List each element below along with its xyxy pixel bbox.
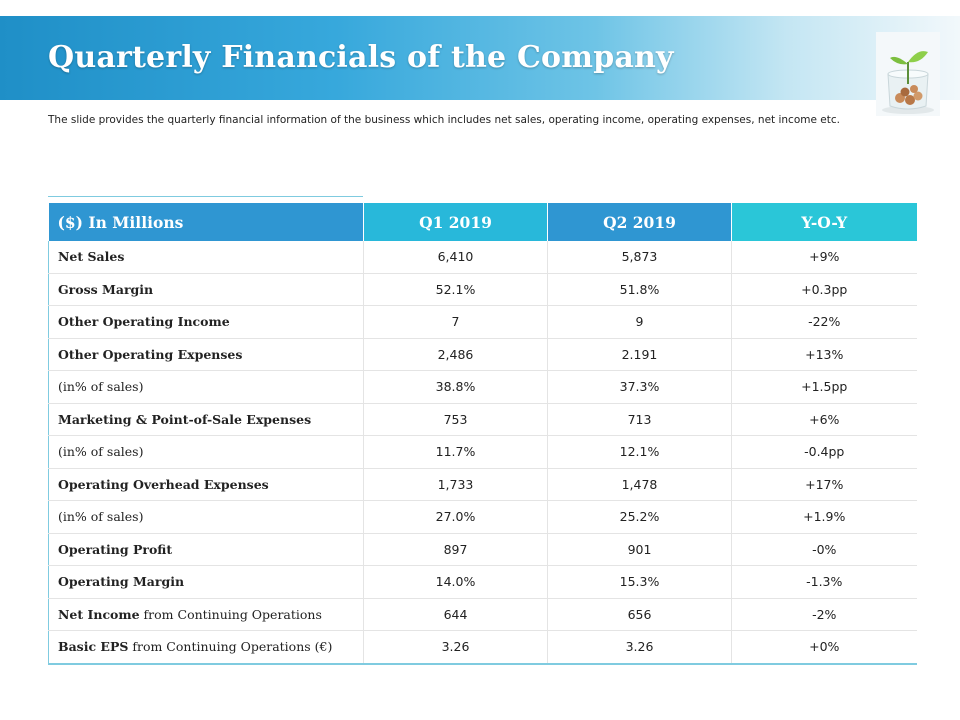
header-yoy: Y-O-Y (732, 203, 917, 241)
row-label-rest: from Continuing Operations (140, 607, 322, 622)
row-label: (in% of sales) (49, 436, 364, 469)
cell-yoy: +1.9% (732, 501, 917, 534)
cell-q1: 897 (364, 533, 548, 566)
cell-q2: 37.3% (548, 371, 732, 404)
row-label: Operating Margin (49, 566, 364, 599)
financials-table: ($) In Millions Q1 2019 Q2 2019 Y-O-Y Ne… (48, 203, 917, 665)
cell-yoy: -2% (732, 598, 917, 631)
table-row: Gross Margin 52.1% 51.8% +0.3pp (49, 273, 917, 306)
table-row: Net Income from Continuing Operations 64… (49, 598, 917, 631)
table-row: (in% of sales) 11.7% 12.1% -0.4pp (49, 436, 917, 469)
cell-q2: 9 (548, 306, 732, 339)
cell-yoy: -0% (732, 533, 917, 566)
cell-yoy: +6% (732, 403, 917, 436)
cell-q1: 1,733 (364, 468, 548, 501)
cell-yoy: -22% (732, 306, 917, 339)
cell-q2: 5,873 (548, 241, 732, 273)
cell-q2: 901 (548, 533, 732, 566)
row-label-bold: Basic EPS (58, 639, 128, 654)
table-row: Operating Margin 14.0% 15.3% -1.3% (49, 566, 917, 599)
row-label: Operating Overhead Expenses (49, 468, 364, 501)
row-label: Marketing & Point-of-Sale Expenses (49, 403, 364, 436)
cell-yoy: +17% (732, 468, 917, 501)
table-row: Net Sales 6,410 5,873 +9% (49, 241, 917, 273)
cell-yoy: +0% (732, 631, 917, 664)
row-label-rest: from Continuing Operations (€) (128, 639, 332, 654)
cell-q2: 656 (548, 598, 732, 631)
table-row: Marketing & Point-of-Sale Expenses 753 7… (49, 403, 917, 436)
row-label: Other Operating Expenses (49, 338, 364, 371)
title-banner: Quarterly Financials of the Company (0, 16, 960, 100)
table-row: Basic EPS from Continuing Operations (€)… (49, 631, 917, 664)
cell-q1: 2,486 (364, 338, 548, 371)
cell-q2: 2.191 (548, 338, 732, 371)
cell-q1: 753 (364, 403, 548, 436)
cell-yoy: -1.3% (732, 566, 917, 599)
cell-q1: 27.0% (364, 501, 548, 534)
row-label-bold: Net Income (58, 607, 140, 622)
table-header-row: ($) In Millions Q1 2019 Q2 2019 Y-O-Y (49, 203, 917, 241)
row-label: Operating Profit (49, 533, 364, 566)
cell-q1: 7 (364, 306, 548, 339)
cell-q1: 14.0% (364, 566, 548, 599)
page-title: Quarterly Financials of the Company (48, 40, 674, 75)
cell-q2: 51.8% (548, 273, 732, 306)
cell-q1: 38.8% (364, 371, 548, 404)
row-label: Basic EPS from Continuing Operations (€) (49, 631, 364, 664)
row-label: Other Operating Income (49, 306, 364, 339)
plant-jar-icon (876, 32, 940, 116)
row-label: Gross Margin (49, 273, 364, 306)
header-q1-2019: Q1 2019 (364, 203, 548, 241)
cell-q2: 3.26 (548, 631, 732, 664)
header-q2-2019: Q2 2019 (548, 203, 732, 241)
cell-q2: 15.3% (548, 566, 732, 599)
slide-description: The slide provides the quarterly financi… (48, 114, 928, 126)
table-row: Operating Overhead Expenses 1,733 1,478 … (49, 468, 917, 501)
cell-q2: 1,478 (548, 468, 732, 501)
cell-yoy: +0.3pp (732, 273, 917, 306)
cell-q1: 644 (364, 598, 548, 631)
cell-q2: 713 (548, 403, 732, 436)
row-label: Net Sales (49, 241, 364, 273)
table-row: Operating Profit 897 901 -0% (49, 533, 917, 566)
cell-q1: 6,410 (364, 241, 548, 273)
cell-yoy: +13% (732, 338, 917, 371)
cell-q2: 25.2% (548, 501, 732, 534)
table-row: (in% of sales) 38.8% 37.3% +1.5pp (49, 371, 917, 404)
cell-q1: 52.1% (364, 273, 548, 306)
table-row: Other Operating Expenses 2,486 2.191 +13… (49, 338, 917, 371)
cell-q2: 12.1% (548, 436, 732, 469)
header-units: ($) In Millions (49, 203, 364, 241)
table-top-rule (48, 196, 363, 197)
row-label: Net Income from Continuing Operations (49, 598, 364, 631)
row-label: (in% of sales) (49, 501, 364, 534)
cell-yoy: +1.5pp (732, 371, 917, 404)
table-row: Other Operating Income 7 9 -22% (49, 306, 917, 339)
cell-q1: 3.26 (364, 631, 548, 664)
cell-yoy: -0.4pp (732, 436, 917, 469)
row-label: (in% of sales) (49, 371, 364, 404)
table-row: (in% of sales) 27.0% 25.2% +1.9% (49, 501, 917, 534)
cell-yoy: +9% (732, 241, 917, 273)
cell-q1: 11.7% (364, 436, 548, 469)
